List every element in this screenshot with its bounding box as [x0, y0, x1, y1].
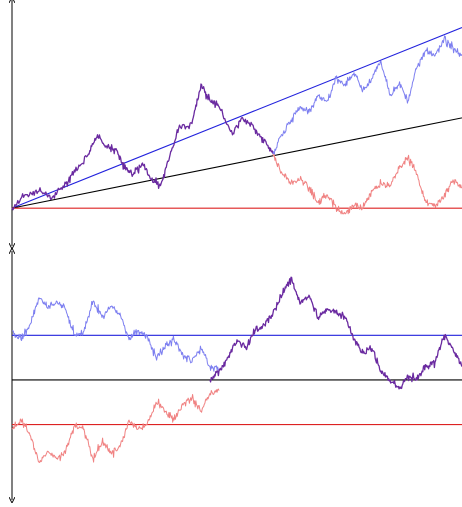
overlap-path-series [209, 276, 462, 390]
bottom-panel [12, 251, 462, 500]
black-reference-line [11, 117, 462, 209]
overlap-path-series [11, 83, 274, 211]
red-path-series [11, 388, 220, 463]
top-panel [12, 0, 462, 246]
red-path-series [272, 153, 462, 215]
blue-path-series [272, 35, 462, 156]
blue-path-series [12, 297, 220, 372]
blue-reference-line [11, 27, 462, 209]
